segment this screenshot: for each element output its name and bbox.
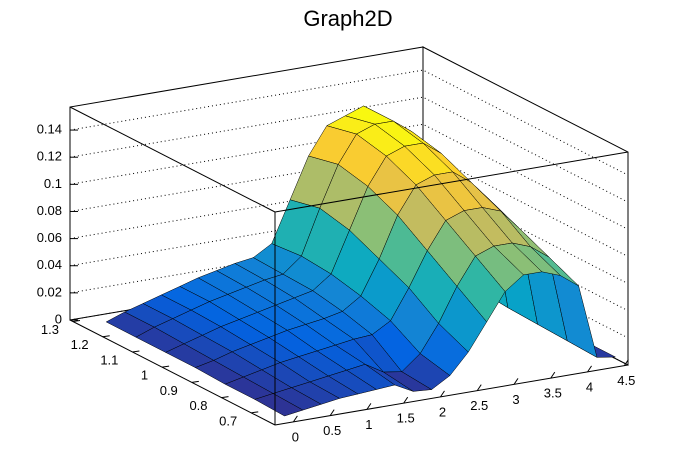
x-tick-label: 2.5 <box>470 398 488 413</box>
y-tick <box>132 350 140 353</box>
x-axis <box>274 364 629 426</box>
y-tick-label: 1.2 <box>71 337 89 352</box>
box-edge <box>69 106 276 213</box>
z-tick-label: 0.04 <box>37 257 62 272</box>
x-tick <box>440 390 445 398</box>
y-tick <box>251 411 259 414</box>
x-tick <box>292 415 298 423</box>
z-tick-label: 0.02 <box>37 284 62 299</box>
y-tick-label: 1.1 <box>100 352 118 367</box>
y-tick <box>221 396 229 399</box>
x-tick-label: 4 <box>586 379 593 394</box>
x-tick <box>550 371 556 379</box>
y-tick-label: 1.3 <box>41 322 59 337</box>
chart-title: Graph2D <box>303 6 392 31</box>
y-tick <box>162 365 170 368</box>
x-tick <box>476 384 482 391</box>
x-tick <box>513 378 519 385</box>
y-tick <box>102 335 110 338</box>
y-tick-label: 0.7 <box>219 413 237 428</box>
y-tick <box>72 320 81 323</box>
y-axis <box>69 319 276 426</box>
z-tick-label: 0.06 <box>37 230 62 245</box>
x-tick-label: 3.5 <box>544 386 562 401</box>
z-tick-label: 0.08 <box>37 203 62 218</box>
x-tick-label: 1.5 <box>397 411 415 426</box>
surface-cell <box>254 393 304 417</box>
x-tick <box>587 365 592 373</box>
x-tick-label: 3 <box>512 392 519 407</box>
x-tick-label: 0 <box>292 429 299 444</box>
x-tick-label: 0.5 <box>323 423 341 438</box>
x-tick-label: 1 <box>365 417 372 432</box>
x-tick <box>366 403 372 410</box>
z-tick-label: 0.1 <box>44 176 62 191</box>
x-tick <box>329 409 335 416</box>
z-tick-label: 0.12 <box>37 149 62 164</box>
box-edge <box>274 151 629 213</box>
z-tick-label: 0 <box>55 311 62 326</box>
y-tick <box>191 380 199 383</box>
z-tick-label: 0.14 <box>37 122 62 137</box>
y-tick-label: 1 <box>141 368 148 383</box>
x-tick-label: 4.5 <box>617 373 635 388</box>
x-tick <box>623 359 629 366</box>
x-tick <box>403 396 409 404</box>
y-tick-label: 0.9 <box>160 383 178 398</box>
x-tick-label: 2 <box>439 404 446 419</box>
y-tick-label: 0.8 <box>189 398 207 413</box>
